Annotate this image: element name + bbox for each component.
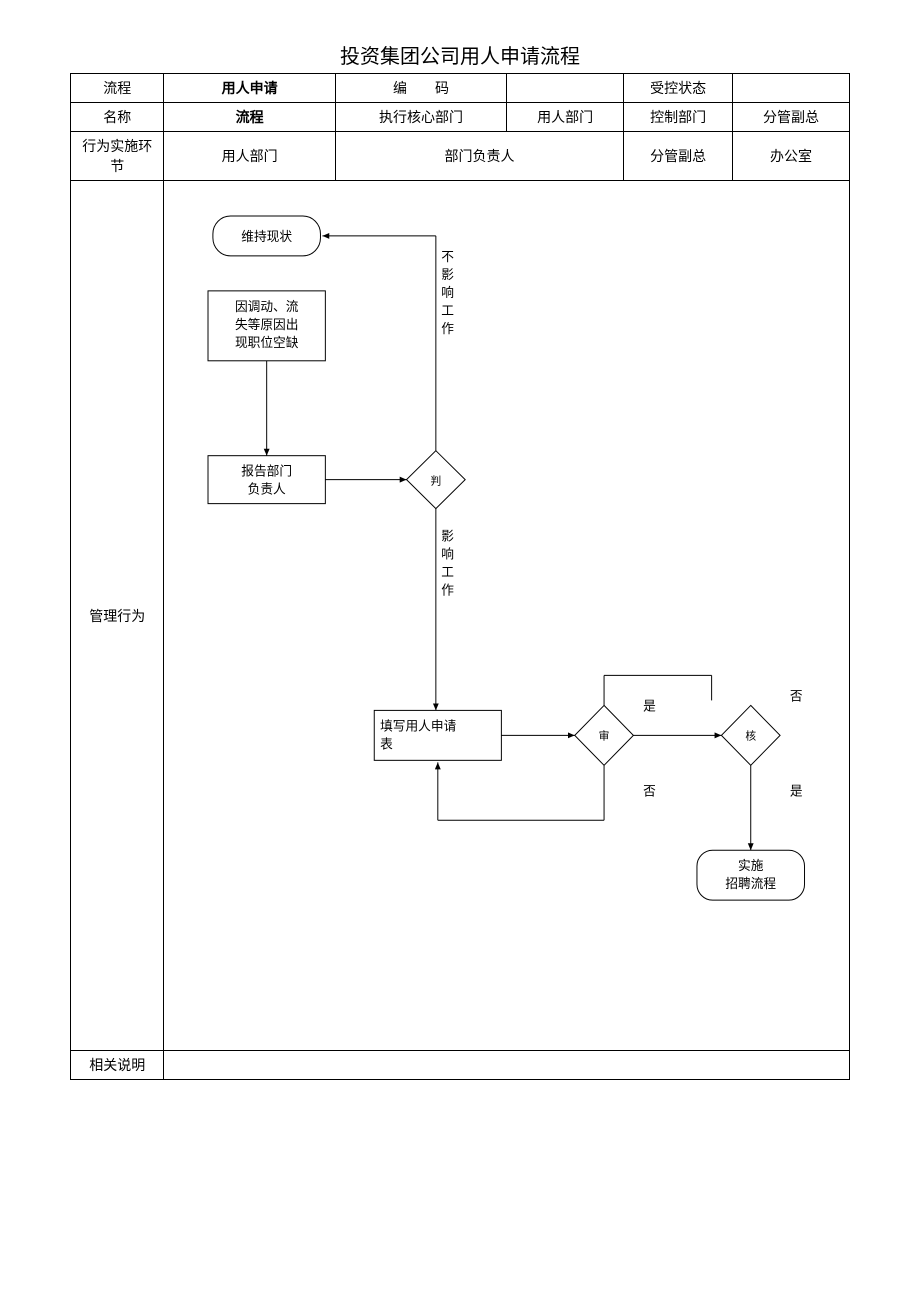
row4-label: 管理行为	[71, 181, 164, 1051]
node-vacancy-l3: 现职位空缺	[235, 336, 299, 350]
label-noimpact-5: 作	[442, 322, 455, 336]
hdr-ctrl-dept-label: 控制部门	[624, 103, 733, 132]
row3-col3: 分管副总	[624, 132, 733, 181]
flowchart-svg: 维持现状 因调动、流 失等原因出 现职位空缺 报告部门 负责人	[164, 181, 849, 1050]
row3-label: 行为实施环节	[71, 132, 164, 181]
row3-col1: 用人部门	[164, 132, 335, 181]
node-report-l1: 报告部门	[242, 465, 293, 479]
flow-table: 流程 用人申请 编 码 受控状态 名称 流程 执行核心部门 用人部门 控制部门 …	[70, 73, 850, 1080]
row3-col4: 办公室	[733, 132, 850, 181]
node-vacancy-l1: 因调动、流	[235, 300, 299, 314]
hdr-exec-dept-value: 用人部门	[507, 103, 624, 132]
row3-col2: 部门负责人	[335, 132, 623, 181]
label-noimpact-2: 影	[442, 268, 455, 282]
hdr-code-value	[507, 74, 624, 103]
node-fillform-l2: 表	[381, 737, 394, 751]
node-recruit-l1: 实施	[739, 859, 765, 873]
hdr-process-value-1: 用人申请	[164, 74, 335, 103]
node-fillform	[375, 710, 502, 760]
node-maintain-label: 维持现状	[242, 230, 293, 244]
hdr-status-label: 受控状态	[624, 74, 733, 103]
row5-content	[164, 1051, 850, 1080]
label-no1: 否	[644, 784, 657, 798]
label-yes2: 是	[790, 784, 803, 798]
node-recruit-l2: 招聘流程	[726, 877, 777, 891]
label-impact-2: 响	[442, 546, 455, 561]
label-noimpact-3: 响	[442, 285, 455, 300]
flow-area: 维持现状 因调动、流 失等原因出 现职位空缺 报告部门 负责人	[164, 181, 850, 1051]
hdr-exec-dept-label: 执行核心部门	[335, 103, 506, 132]
node-recruit	[697, 850, 805, 900]
hdr-process-value-2: 流程	[164, 103, 335, 132]
label-impact-1: 影	[442, 529, 455, 543]
row5-label: 相关说明	[71, 1051, 164, 1080]
node-approve1-label: 审	[599, 728, 610, 742]
label-impact-3: 工	[442, 565, 455, 579]
node-report-l2: 负责人	[248, 483, 286, 497]
hdr-code-label: 编 码	[335, 74, 506, 103]
node-vacancy-l2: 失等原因出	[235, 317, 298, 332]
hdr-process-name-2: 名称	[71, 103, 164, 132]
label-impact-4: 作	[442, 583, 455, 597]
page-title: 投资集团公司用人申请流程	[70, 40, 850, 69]
node-judge-label: 判	[431, 475, 442, 488]
label-yes1: 是	[644, 699, 657, 713]
label-no2: 否	[790, 689, 803, 703]
node-fillform-l1: 填写用人申请	[381, 719, 457, 733]
label-noimpact-4: 工	[442, 304, 455, 318]
hdr-ctrl-dept-value: 分管副总	[733, 103, 850, 132]
hdr-process-name-1: 流程	[71, 74, 164, 103]
label-noimpact-1: 不	[442, 250, 455, 264]
hdr-status-value	[733, 74, 850, 103]
node-approve2-label: 核	[746, 728, 757, 742]
